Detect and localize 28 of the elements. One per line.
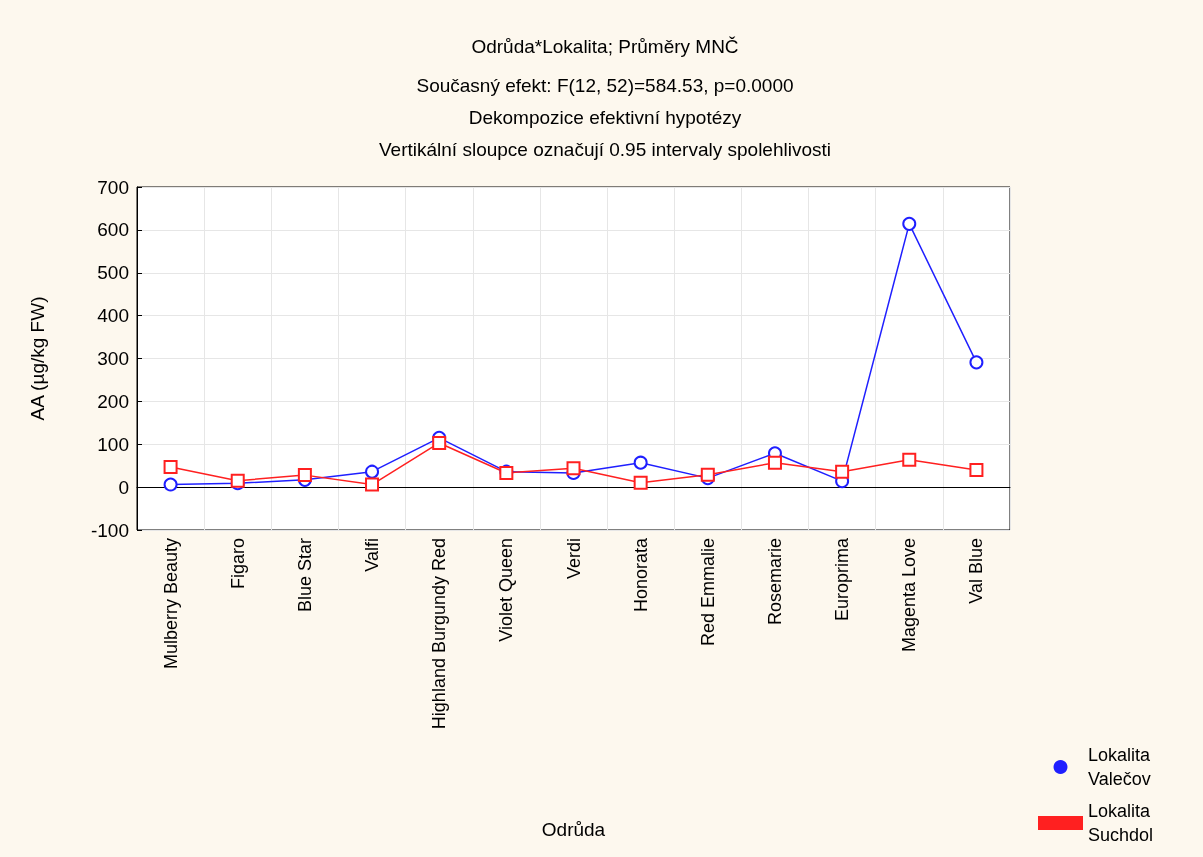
legend-label: Lokalita Valečov	[1088, 745, 1156, 789]
x-tick-label: Honorata	[630, 537, 651, 613]
y-tick-label: 200	[97, 390, 129, 412]
chart-subtitle: Současný efekt: F(12, 52)=584.53, p=0.0000 Dekompozice efektivní hypotézy Vertikální sloupce označují 0.95 intervaly spolehlivosti	[378, 74, 832, 160]
x-tick-label: Verdi	[563, 538, 584, 580]
y-tick-label: 500	[97, 262, 129, 284]
y-axis-title: AA (µg/kg FW)	[27, 296, 48, 421]
x-tick-label: Mulberry Beauty	[160, 538, 181, 670]
y-tick-label: 0	[118, 476, 129, 498]
x-tick-label: Europrima	[832, 537, 853, 622]
x-tick-label: Figaro	[227, 538, 248, 590]
x-tick-label: Violet Queen	[496, 538, 517, 642]
chart-title: Odrůda*Lokalita; Průměry MNČ	[471, 36, 739, 57]
x-tick-label: Magenta Love	[899, 538, 920, 653]
x-tick-label: Val Blue	[966, 538, 987, 604]
x-tick-label: Blue Star	[294, 538, 315, 613]
x-tick-label: Red Emmalie	[697, 538, 718, 647]
y-tick-label: 400	[97, 305, 129, 327]
x-tick-label: Valfi	[362, 538, 383, 572]
x-tick-label: Rosemarie	[764, 538, 785, 626]
x-axis-title: Odrůda	[541, 819, 606, 840]
y-tick-label: 100	[97, 433, 129, 455]
y-tick-label: 700	[97, 176, 129, 198]
y-tick-label: 600	[97, 219, 129, 241]
y-tick-label: 300	[97, 348, 129, 369]
legend-label: Lokalita Suchdol	[1088, 801, 1156, 845]
y-tick-label: -100	[90, 519, 129, 541]
x-tick-label: Highland Burgundy Red	[429, 538, 450, 730]
